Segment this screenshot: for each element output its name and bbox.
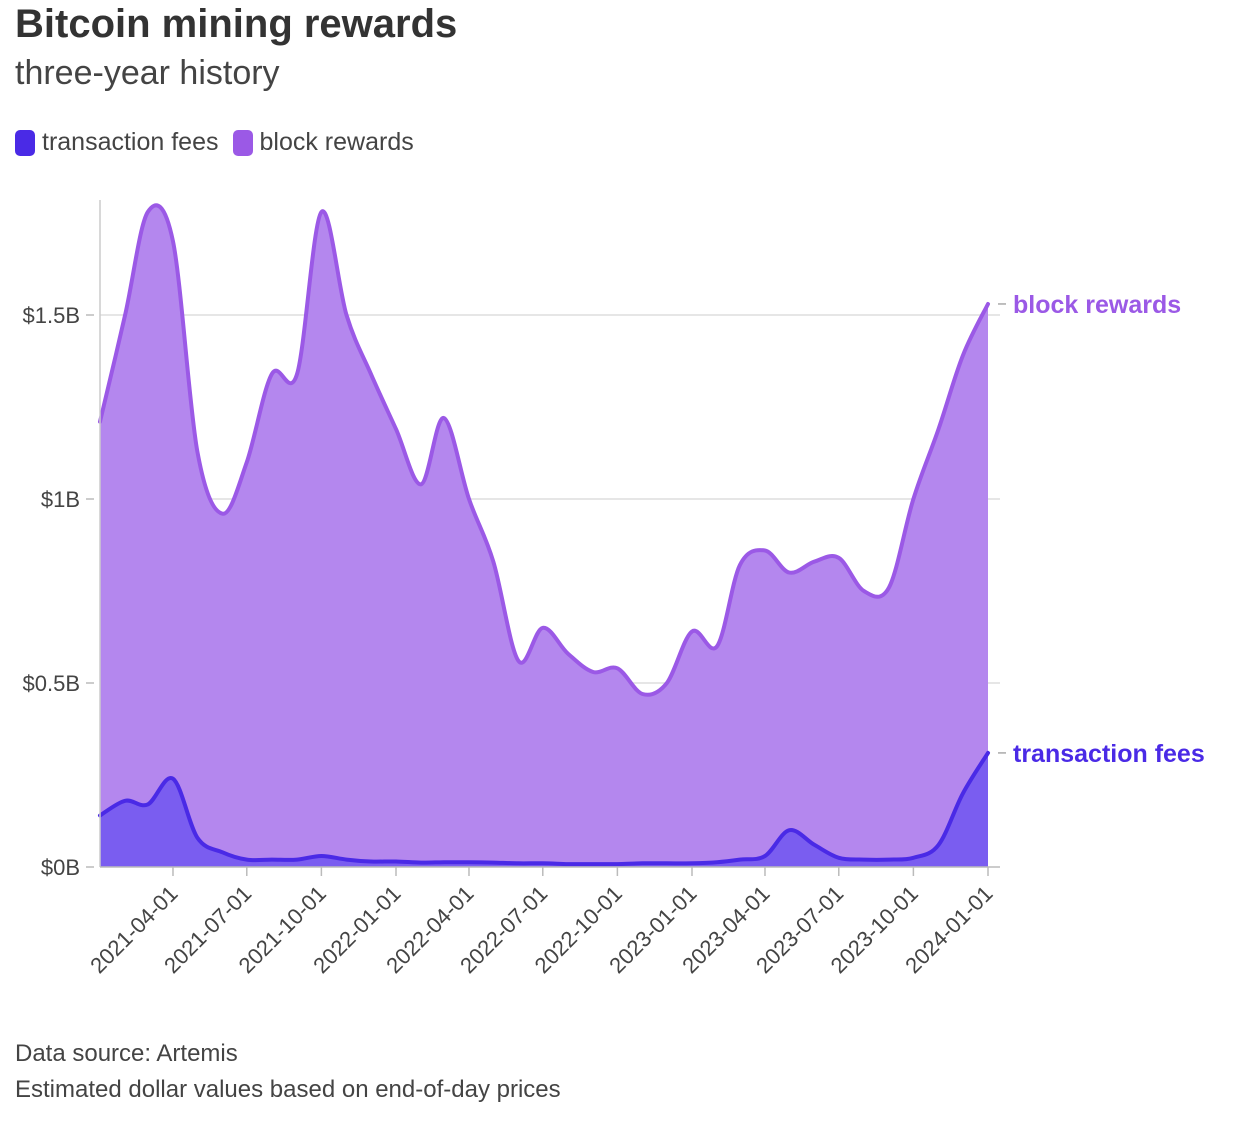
chart-subtitle: three-year history	[15, 54, 280, 92]
y-tick-label: $1B	[41, 487, 80, 512]
area-chart: $0B$0.5B$1B$1.5B2021-04-012021-07-012021…	[23, 200, 1205, 978]
y-tick-label: $0.5B	[23, 671, 81, 696]
legend-swatch-transaction-fees	[15, 129, 35, 156]
data-source-note: Data source: Artemis	[15, 1040, 238, 1067]
footer: Data source: Artemis Estimated dollar va…	[15, 1036, 561, 1108]
legend-label-transaction-fees: transaction fees	[42, 128, 219, 156]
legend: transaction fees block rewards	[15, 128, 428, 157]
y-tick-label: $0B	[41, 855, 80, 880]
transaction-fees-end-label: transaction fees	[1013, 740, 1205, 768]
transaction-fees-area	[100, 752, 988, 867]
chart-title: Bitcoin mining rewards	[15, 2, 458, 46]
block-rewards-line	[98, 203, 990, 697]
axis-layer	[86, 200, 1000, 876]
legend-item-block-rewards[interactable]: block rewards	[232, 128, 414, 157]
legend-label-block-rewards: block rewards	[259, 128, 414, 156]
area-layer	[98, 203, 990, 867]
legend-swatch-block-rewards	[232, 129, 253, 156]
estimation-note: Estimated dollar values based on end-of-…	[15, 1076, 561, 1103]
block-rewards-area	[100, 205, 988, 867]
y-tick-label: $1.5B	[23, 303, 81, 328]
block-rewards-end-label: block rewards	[1013, 291, 1181, 319]
transaction-fees-line	[98, 750, 990, 867]
legend-item-transaction-fees[interactable]: transaction fees	[15, 128, 219, 157]
